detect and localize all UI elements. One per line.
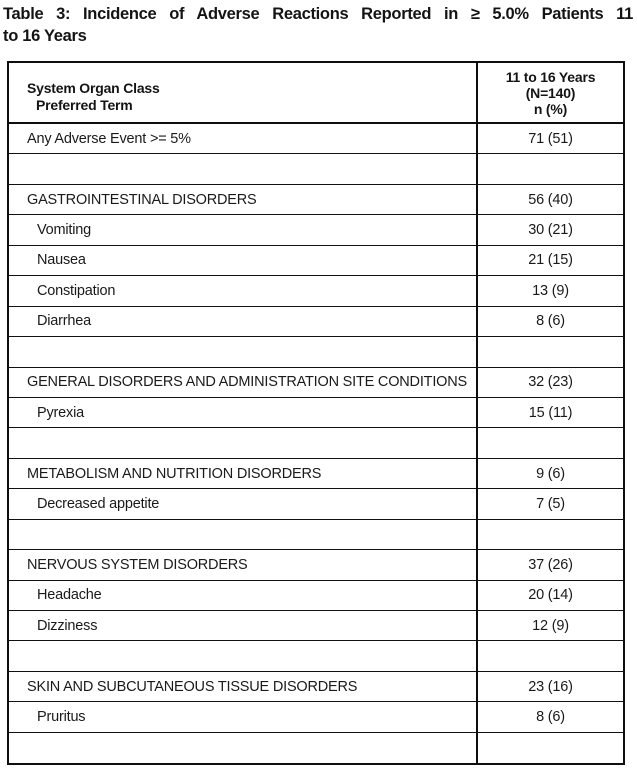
table-row: Constipation 13 (9): [9, 276, 623, 307]
table-caption-line2: to 16 Years: [3, 27, 87, 45]
row-value: 13 (9): [532, 282, 569, 299]
header-n-percent-label: n (%): [533, 100, 568, 117]
row-value: 56 (40): [528, 191, 573, 208]
row-value: [478, 733, 623, 763]
table-row: GENERAL DISORDERS AND ADMINISTRATION SIT…: [9, 367, 623, 398]
row-label: NERVOUS SYSTEM DISORDERS: [9, 550, 478, 580]
table-row: NERVOUS SYSTEM DISORDERS 37 (26): [9, 550, 623, 581]
row-value: [478, 641, 623, 670]
header-n-total-label: (N=140): [525, 84, 576, 101]
table-row: [9, 732, 623, 764]
table-row: Pyrexia 15 (11): [9, 397, 623, 429]
table-row: Headache 20 (14): [9, 580, 623, 611]
table-row: Decreased appetite 7 (5): [9, 489, 623, 520]
row-label: SKIN AND SUBCUTANEOUS TISSUE DISORDERS: [9, 671, 478, 702]
row-label: [9, 641, 478, 671]
table-body: Any Adverse Event >= 5% 71 (51) GASTROIN…: [9, 124, 623, 764]
header-preferred-term-label: Preferred Term: [36, 96, 133, 113]
table-row: Dizziness 12 (9): [9, 611, 623, 642]
header-age-group-cell: 11 to 16 Years (N=140) n (%): [478, 63, 623, 122]
row-label: [9, 337, 478, 367]
row-label: [9, 154, 478, 184]
row-label: Dizziness: [9, 611, 478, 641]
table-row: Vomiting 30 (21): [9, 215, 623, 246]
row-value: 12 (9): [532, 617, 569, 634]
row-label: Pyrexia: [9, 397, 478, 428]
row-value: [478, 520, 623, 549]
row-label: GENERAL DISORDERS AND ADMINISTRATION SIT…: [9, 367, 478, 397]
table-header-row: System Organ Class Preferred Term 11 to …: [9, 63, 623, 124]
row-value: 8 (6): [536, 313, 565, 330]
table-row: [9, 519, 623, 551]
row-value: 21 (15): [528, 252, 573, 269]
row-label: [9, 732, 478, 764]
row-label: METABOLISM AND NUTRITION DISORDERS: [9, 458, 478, 489]
table-row: SKIN AND SUBCUTANEOUS TISSUE DISORDERS 2…: [9, 671, 623, 703]
row-label: [9, 519, 478, 550]
row-value: 9 (6): [536, 465, 565, 482]
row-label: Nausea: [9, 245, 478, 276]
table-row: Pruritus 8 (6): [9, 702, 623, 733]
row-label: Decreased appetite: [9, 489, 478, 519]
row-value: 30 (21): [528, 222, 573, 239]
row-value: [478, 154, 623, 183]
row-value: 23 (16): [528, 678, 573, 695]
row-value: 8 (6): [536, 709, 565, 726]
row-label: Diarrhea: [9, 306, 478, 337]
table-row: METABOLISM AND NUTRITION DISORDERS 9 (6): [9, 458, 623, 490]
row-value: 37 (26): [528, 556, 573, 573]
header-system-organ-class-label: System Organ Class: [27, 79, 160, 96]
adverse-reactions-table: System Organ Class Preferred Term 11 to …: [7, 61, 625, 766]
row-label: Constipation: [9, 276, 478, 306]
table-row: GASTROINTESTINAL DISORDERS 56 (40): [9, 184, 623, 216]
table-row: Nausea 21 (15): [9, 245, 623, 277]
table-row: [9, 428, 623, 459]
table-caption-line1: Table 3: Incidence of Adverse Reactions …: [3, 5, 633, 23]
row-label: Vomiting: [9, 215, 478, 245]
row-value: 20 (14): [528, 587, 573, 604]
row-label: GASTROINTESTINAL DISORDERS: [9, 184, 478, 215]
row-label: Any Adverse Event >= 5%: [9, 124, 478, 154]
table-row: Diarrhea 8 (6): [9, 306, 623, 338]
row-value: 32 (23): [528, 374, 573, 391]
table-row: [9, 154, 623, 185]
header-system-organ-class-cell: System Organ Class Preferred Term: [9, 63, 478, 122]
row-value: [478, 428, 623, 457]
row-value: 71 (51): [528, 130, 573, 147]
header-age-group-label: 11 to 16 Years: [505, 68, 596, 85]
row-label: [9, 428, 478, 458]
row-label: Pruritus: [9, 702, 478, 732]
row-value: 7 (5): [536, 495, 565, 512]
row-label: Headache: [9, 580, 478, 610]
table-row: [9, 337, 623, 368]
row-value: [478, 337, 623, 366]
table-row: Any Adverse Event >= 5% 71 (51): [9, 124, 623, 155]
row-value: 15 (11): [528, 404, 573, 421]
table-caption: Table 3: Incidence of Adverse Reactions …: [3, 3, 633, 47]
table-row: [9, 641, 623, 672]
